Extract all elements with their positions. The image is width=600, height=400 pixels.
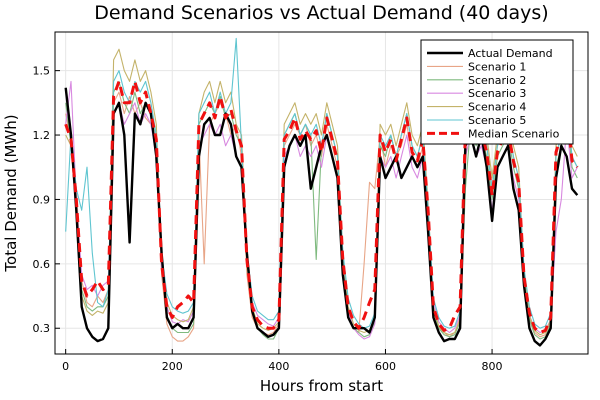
plot-frame — [54, 31, 589, 355]
y-tick-label: 1.2 — [33, 129, 51, 142]
legend-label: Scenario 2 — [468, 74, 526, 87]
x-axis-title: Hours from start — [260, 377, 383, 395]
series-layer — [64, 37, 579, 347]
y-axis-ticks: 0.3 0.6 0.9 1.2 1.5 — [33, 65, 60, 335]
legend-label: Scenario 1 — [468, 60, 526, 73]
x-tick-label: 200 — [162, 360, 183, 373]
series-line-scenario-4 — [65, 48, 578, 336]
x-tick-label: 400 — [268, 360, 289, 373]
chart-title: Demand Scenarios vs Actual Demand (40 da… — [94, 2, 548, 24]
y-tick-label: 1.5 — [33, 65, 51, 78]
legend-label: Scenario 4 — [468, 101, 526, 114]
y-tick-label: 0.9 — [33, 193, 51, 206]
legend-box — [420, 39, 574, 145]
x-tick-label: 800 — [482, 360, 503, 373]
x-axis-ticks: 0 200 400 600 800 — [62, 349, 503, 373]
y-axis-title: Total Demand (MWh) — [2, 114, 20, 272]
x-tick-label: 0 — [62, 360, 69, 373]
legend-label: Scenario 3 — [468, 87, 526, 100]
x-tick-label: 600 — [375, 360, 396, 373]
y-tick-label: 0.6 — [33, 258, 51, 271]
legend-label: Median Scenario — [468, 127, 560, 140]
legend-label: Scenario 5 — [468, 114, 526, 127]
legend-label: Actual Demand — [468, 47, 553, 60]
y-tick-label: 0.3 — [33, 322, 51, 335]
